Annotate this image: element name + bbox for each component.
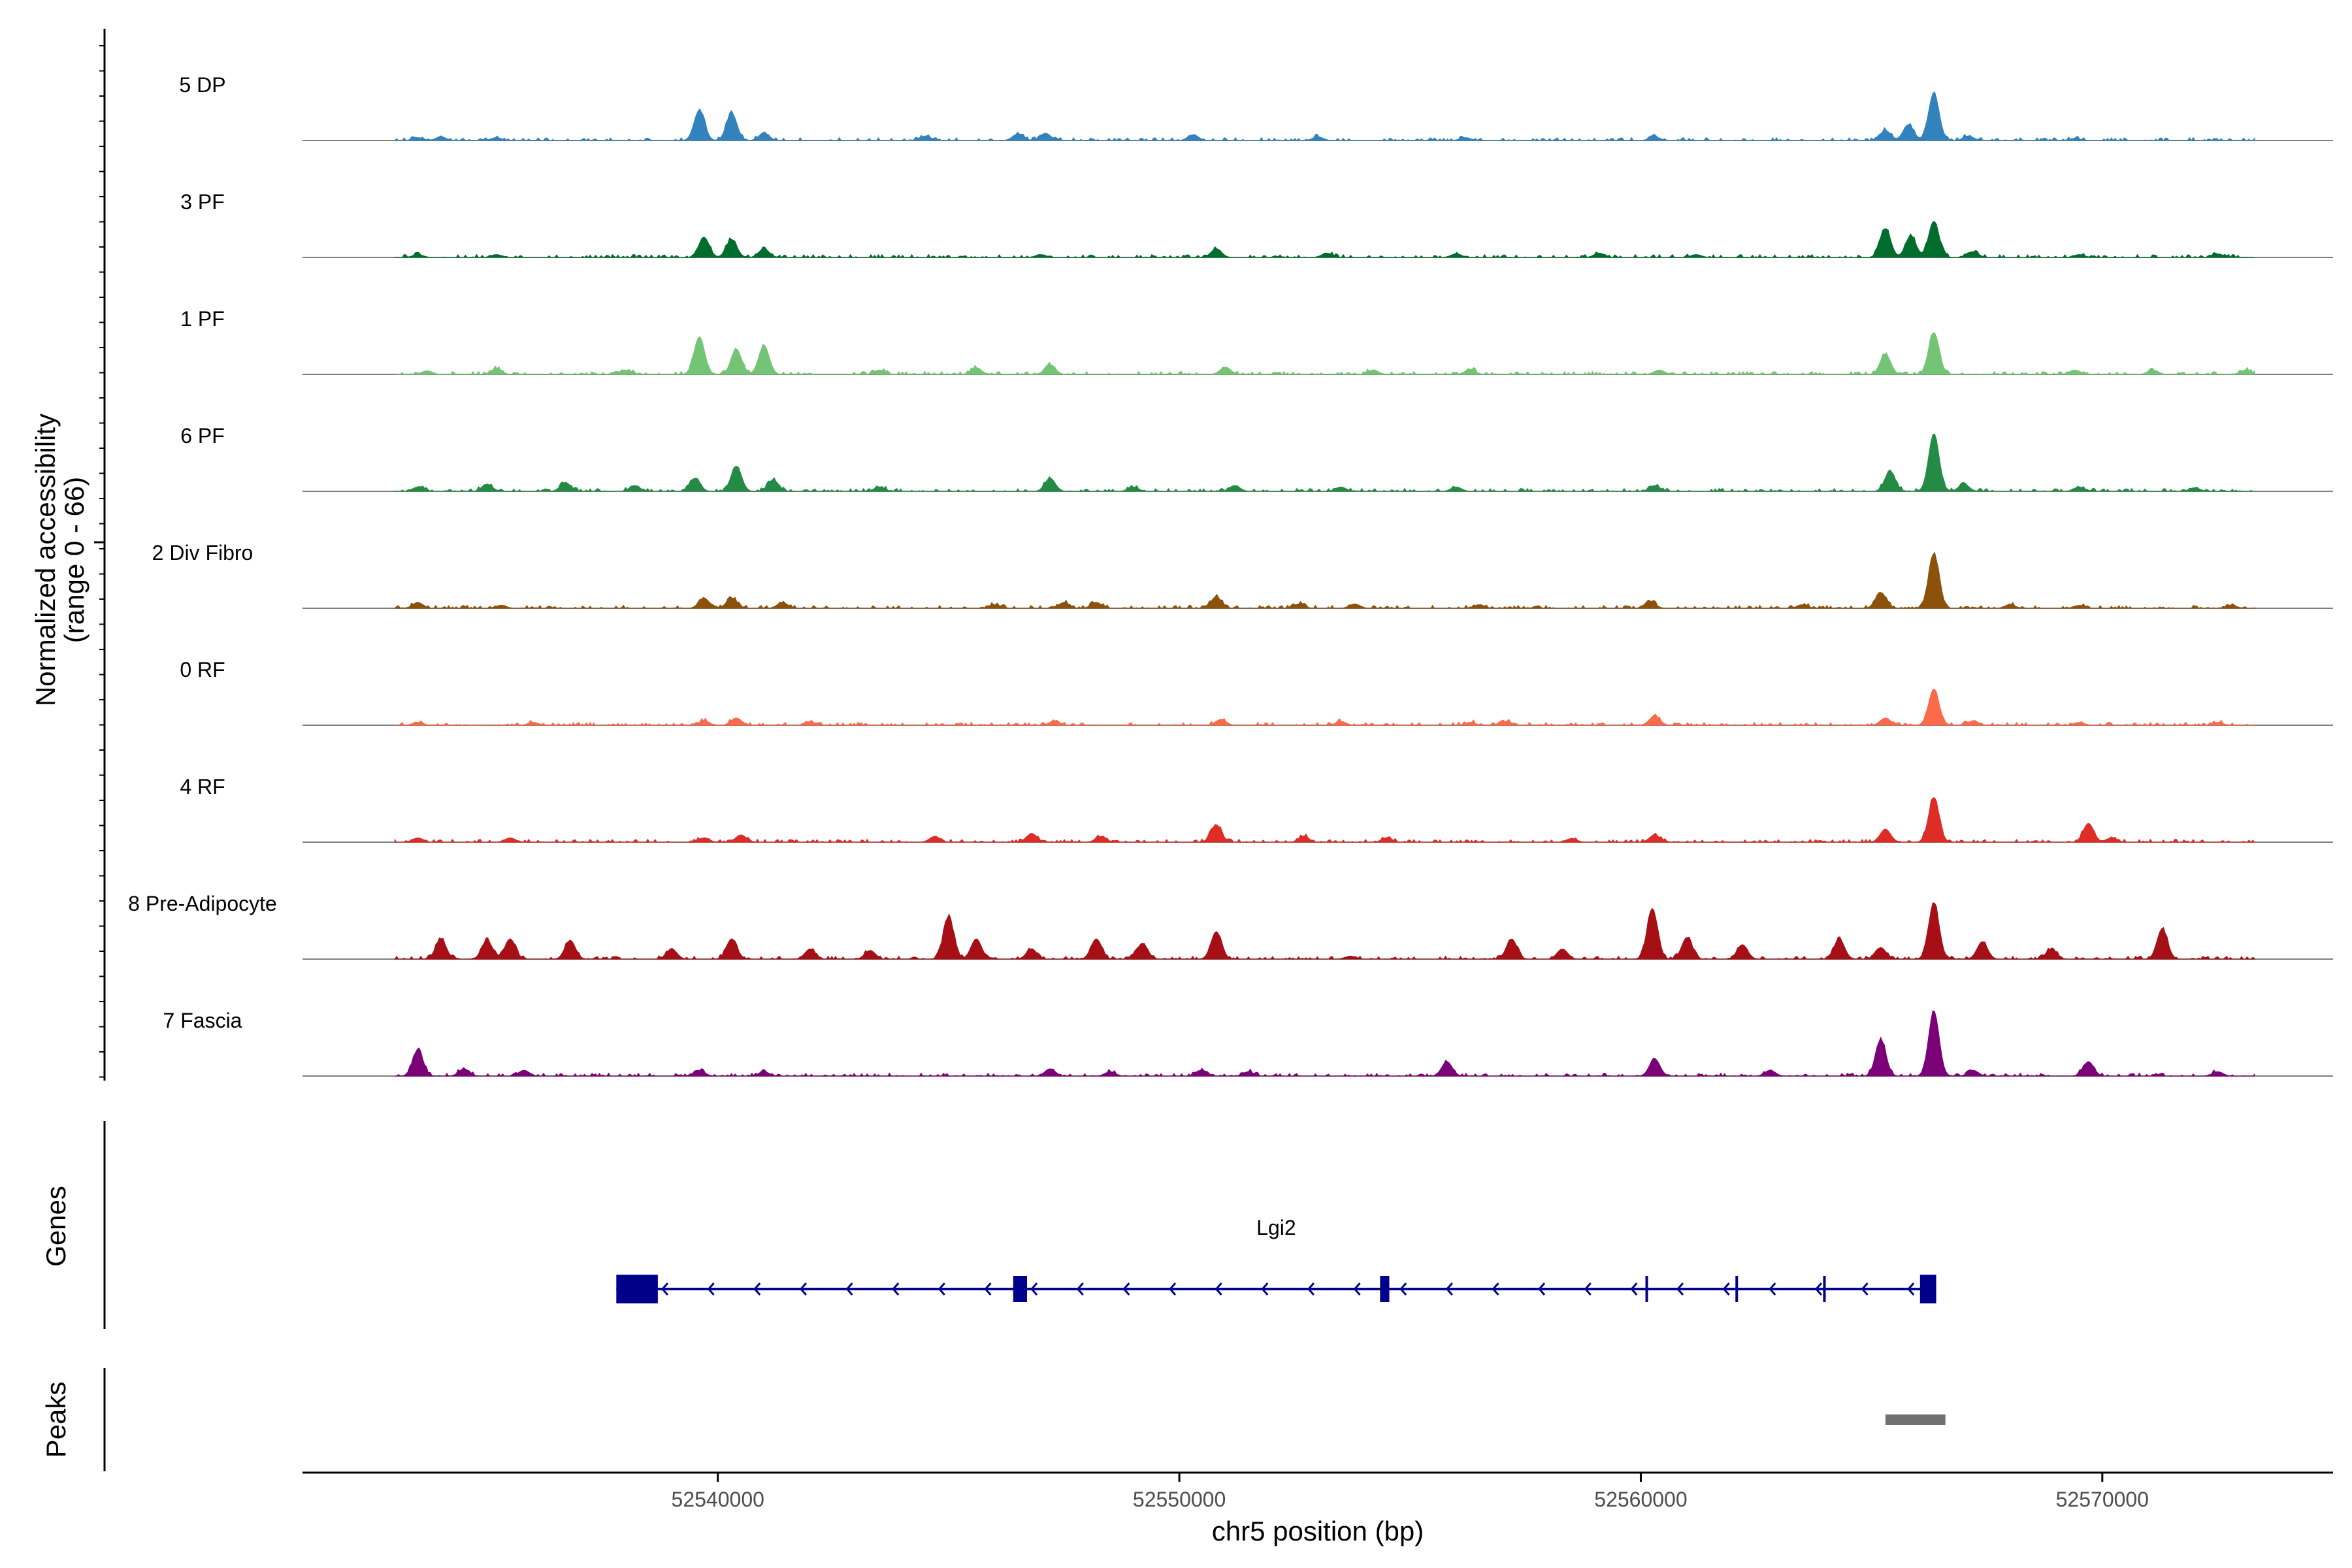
- strand-arrow: [1445, 1282, 1453, 1296]
- track-4-rf: 4 RF: [180, 775, 2333, 843]
- strand-arrow: [892, 1282, 900, 1296]
- strand-arrow: [753, 1282, 761, 1296]
- gene-exon: [1013, 1276, 1027, 1302]
- strand-arrow: [1861, 1282, 1869, 1296]
- strand-arrow: [1261, 1282, 1269, 1296]
- strand-arrow: [1814, 1282, 1822, 1296]
- track-6-pf: 6 PF: [180, 424, 2333, 492]
- track-label: 7 Fascia: [163, 1009, 242, 1032]
- peak-regions: [1885, 1414, 1946, 1425]
- track-1-pf: 1 PF: [180, 307, 2333, 375]
- strand-arrow: [1722, 1282, 1730, 1296]
- strand-arrow: [845, 1282, 853, 1296]
- x-axis-title: chr5 position (bp): [1212, 1516, 1424, 1546]
- track-label: 8 Pre-Adipocyte: [128, 892, 277, 915]
- y-axis-ticks: [94, 45, 105, 1078]
- strand-arrow: [1122, 1282, 1130, 1296]
- x-tick-label: 52570000: [2056, 1488, 2149, 1511]
- gene-exon: [616, 1275, 658, 1303]
- track-area: [394, 551, 2255, 609]
- coverage-tracks: 5 DP 3 PF 1 PF 6 PF 2 Div Fibro 0 RF 4 RF 8 Pre…: [128, 73, 2333, 1077]
- track-8-pre-adipocyte: 8 Pre-Adipocyte: [128, 892, 2333, 960]
- x-tick-label: 52560000: [1594, 1488, 1687, 1511]
- strand-arrow: [1353, 1282, 1361, 1296]
- strand-arrow: [1307, 1282, 1315, 1296]
- strand-arrow: [984, 1282, 992, 1296]
- track-7-fascia: 7 Fascia: [163, 1009, 2333, 1077]
- x-tick-label: 52550000: [1133, 1488, 1226, 1511]
- track-2-div-fibro: 2 Div Fibro: [152, 541, 2333, 609]
- gene-exon: [1380, 1276, 1390, 1302]
- track-area: [394, 221, 2255, 258]
- x-axis-ticks: 52540000 52550000 52560000 52570000: [672, 1473, 2149, 1511]
- track-label: 3 PF: [180, 190, 225, 214]
- strand-arrow: [1399, 1282, 1407, 1296]
- track-label: 4 RF: [180, 775, 225, 798]
- strand-arrow: [1076, 1282, 1084, 1296]
- strand-arrow: [1492, 1282, 1499, 1296]
- gene-exon: [1919, 1275, 1936, 1303]
- gene-exon: [1823, 1276, 1826, 1302]
- track-area: [395, 1010, 2255, 1077]
- strand-arrow: [1769, 1282, 1776, 1296]
- gene-model: [616, 1275, 1936, 1303]
- gene-label: Lgi2: [1256, 1216, 1296, 1239]
- strand-arrow: [1030, 1282, 1038, 1296]
- track-area: [395, 689, 2255, 726]
- track-5-dp: 5 DP: [179, 73, 2333, 141]
- strand-arrow: [1907, 1282, 1915, 1296]
- track-label: 1 PF: [180, 307, 225, 331]
- strand-arrow: [1538, 1282, 1546, 1296]
- y-axis-title-line1: Normalized accessibility: [30, 414, 61, 706]
- track-0-rf: 0 RF: [180, 658, 2333, 726]
- strand-arrow: [1168, 1282, 1177, 1296]
- track-area: [394, 332, 2255, 375]
- track-area: [394, 902, 2255, 960]
- strand-arrow: [938, 1282, 945, 1296]
- track-area: [394, 91, 2255, 141]
- strand-arrow: [1584, 1282, 1592, 1296]
- track-3-pf: 3 PF: [180, 190, 2333, 258]
- y-axis-title-line2: (range 0 - 66): [59, 477, 90, 643]
- track-area: [394, 797, 2256, 843]
- gene-exon: [1645, 1276, 1648, 1302]
- track-label: 0 RF: [180, 658, 225, 681]
- track-area: [394, 433, 2255, 492]
- track-label: 2 Div Fibro: [152, 541, 253, 564]
- track-label: 5 DP: [179, 73, 225, 97]
- gene-exon: [1735, 1276, 1739, 1302]
- strand-arrow: [1630, 1282, 1638, 1296]
- genes-panel-title: Genes: [41, 1186, 71, 1267]
- strand-arrow: [661, 1282, 669, 1296]
- x-tick-label: 52540000: [672, 1488, 764, 1511]
- strand-arrow: [1215, 1282, 1222, 1296]
- strand-arrow: [707, 1282, 715, 1296]
- peaks-panel-title: Peaks: [41, 1382, 71, 1458]
- peak-region: [1885, 1414, 1946, 1425]
- track-label: 6 PF: [180, 424, 225, 448]
- strand-arrow: [1676, 1282, 1684, 1296]
- strand-arrow: [799, 1282, 807, 1296]
